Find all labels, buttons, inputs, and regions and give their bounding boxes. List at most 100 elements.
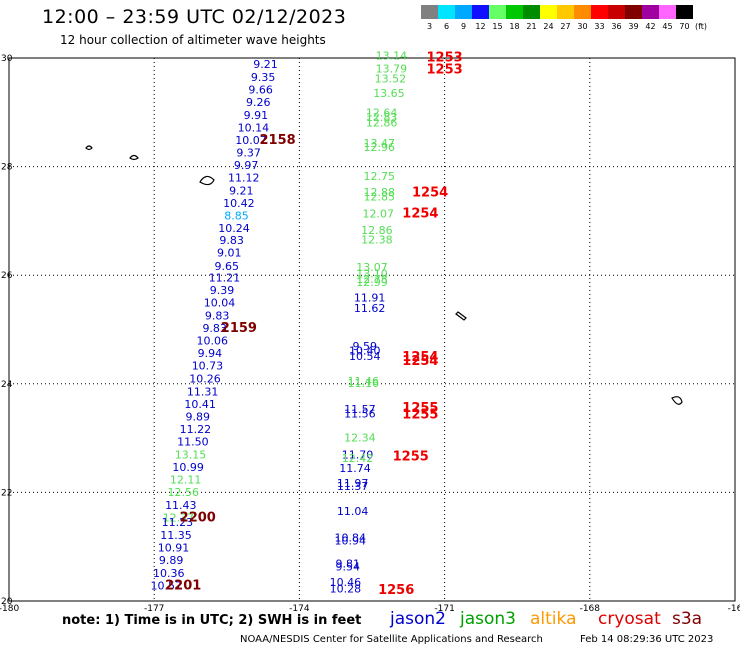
lon-tick-label: -171	[434, 604, 454, 614]
lon-tick-label: -174	[289, 604, 310, 614]
wave-height-label: 12.96	[364, 141, 396, 154]
wave-height-label: 12.34	[344, 431, 376, 444]
pass-time-label: 2159	[221, 321, 257, 336]
wave-height-label: 9.37	[236, 146, 261, 159]
pass-time-label: 1254	[402, 354, 438, 369]
wave-height-label: 11.91	[354, 291, 386, 304]
wave-height-label: 10.46	[330, 576, 362, 589]
lat-tick-label: 30	[1, 54, 13, 64]
scale-swatch-27	[557, 5, 574, 19]
wave-height-label: 12.37	[163, 512, 195, 525]
wave-height-label: 12.86	[366, 116, 398, 129]
scale-swatch-9	[455, 5, 472, 19]
scale-label-12: 12	[475, 22, 486, 31]
scale-swatch-6	[438, 5, 455, 19]
pass-time-label: 1255	[402, 408, 438, 423]
wave-height-label: 9.89	[159, 554, 184, 567]
pass-time-label: 2200	[180, 511, 216, 526]
wave-height-label: 9.83	[219, 234, 244, 247]
wave-height-label: 11.56	[344, 407, 376, 420]
map-title: 12:00 – 23:59 UTC 02/12/2023	[42, 6, 347, 28]
wave-height-label: 9.54	[336, 561, 361, 574]
wave-height-label: 10.36	[153, 567, 185, 580]
wave-height-label: 12.99	[356, 276, 388, 289]
scale-label-6: 6	[443, 22, 450, 31]
legend-item-jason2: jason2	[390, 609, 446, 629]
scale-label-21: 21	[526, 22, 537, 31]
wave-height-label: 8.85	[224, 209, 249, 222]
wave-height-label: 11.43	[165, 499, 197, 512]
legend-item-altika: altika	[530, 609, 577, 629]
lat-tick-label: 22	[1, 488, 12, 498]
scale-label-70: 70	[679, 22, 690, 31]
wave-height-label: 10.41	[184, 398, 216, 411]
scale-swatch-39	[625, 5, 642, 19]
wave-height-label: 10.40	[349, 344, 381, 357]
wave-height-label: 9.81	[336, 557, 361, 570]
wave-height-label: 12.38	[361, 234, 393, 247]
wave-height-label: 13.79	[376, 63, 408, 76]
island-outline	[671, 396, 683, 405]
scale-label-24: 24	[543, 22, 554, 31]
wave-height-label: 11.04	[337, 505, 369, 518]
wave-height-label: 13.07	[356, 261, 388, 274]
wave-height-label: 11.37	[337, 480, 369, 493]
wave-height-label: 10.28	[330, 582, 362, 595]
scale-swatch-12	[472, 5, 489, 19]
wave-height-label: 11.22	[180, 423, 212, 436]
lat-tick-label: 24	[1, 380, 13, 390]
wave-height-label: 13.47	[364, 137, 396, 150]
lon-tick-label: -168	[580, 604, 601, 614]
wave-height-label: 12.07	[363, 208, 395, 221]
wave-height-label: 9.26	[246, 96, 271, 109]
wave-height-label: 10.07	[235, 134, 267, 147]
scale-label-33: 33	[594, 22, 605, 31]
wave-height-label: 12.75	[364, 170, 396, 183]
wave-height-label: 12.78	[356, 273, 388, 286]
scale-swatch-30	[574, 5, 591, 19]
wave-height-label: 11.74	[339, 462, 371, 475]
wave-height-label: 12.86	[361, 224, 393, 237]
wave-height-label: 9.21	[253, 58, 278, 71]
wave-height-label: 9.59	[352, 340, 377, 353]
pass-time-label: 1253	[427, 63, 463, 78]
wave-height-label: 11.57	[344, 403, 376, 416]
island-outline	[199, 175, 215, 186]
lat-tick-label: 28	[1, 163, 13, 173]
wave-height-label: 12.88	[364, 186, 396, 199]
wave-height-label: 11.16	[348, 377, 380, 390]
wave-height-label: 10.54	[349, 350, 381, 363]
pass-time-label: 2158	[260, 133, 296, 148]
wave-height-label: 9.21	[229, 184, 254, 197]
wave-height-label: 12.11	[170, 474, 202, 487]
wave-height-label: 10.04	[204, 297, 236, 310]
credit-line: NOAA/NESDIS Center for Satellite Applica…	[240, 634, 543, 645]
pass-time-label: 2201	[165, 579, 201, 594]
wave-height-label: 13.10	[356, 267, 388, 280]
wave-height-label: 10.73	[192, 360, 224, 373]
wave-height-label: 10.91	[158, 542, 190, 555]
island-outline	[129, 154, 139, 161]
wave-height-label: 9.83	[202, 322, 227, 335]
wave-height-label: 11.46	[348, 375, 380, 388]
lat-tick-label: 26	[1, 271, 13, 281]
scale-swatch-45	[659, 5, 676, 19]
wave-height-label: 12.83	[366, 111, 398, 124]
scale-label-39: 39	[628, 22, 639, 31]
lon-tick-label: -177	[144, 604, 164, 614]
scale-swatch-42	[642, 5, 659, 19]
pass-time-label: 1253	[427, 50, 463, 65]
scale-swatch-70	[676, 5, 693, 19]
pass-time-label: 1256	[378, 583, 414, 598]
wave-height-label: 9.35	[251, 71, 276, 84]
wave-height-label: 12.42	[342, 452, 374, 465]
pass-time-label: 1254	[402, 350, 438, 365]
footer-note: note: 1) Time is in UTC; 2) SWH is in fe…	[62, 613, 362, 628]
scale-label-27: 27	[560, 22, 571, 31]
wave-height-label: 9.66	[248, 83, 273, 96]
wave-height-label: 9.83	[205, 310, 230, 323]
scale-label-36: 36	[611, 22, 622, 31]
wave-height-label: 9.94	[198, 347, 223, 360]
scale-swatch-33	[591, 5, 608, 19]
